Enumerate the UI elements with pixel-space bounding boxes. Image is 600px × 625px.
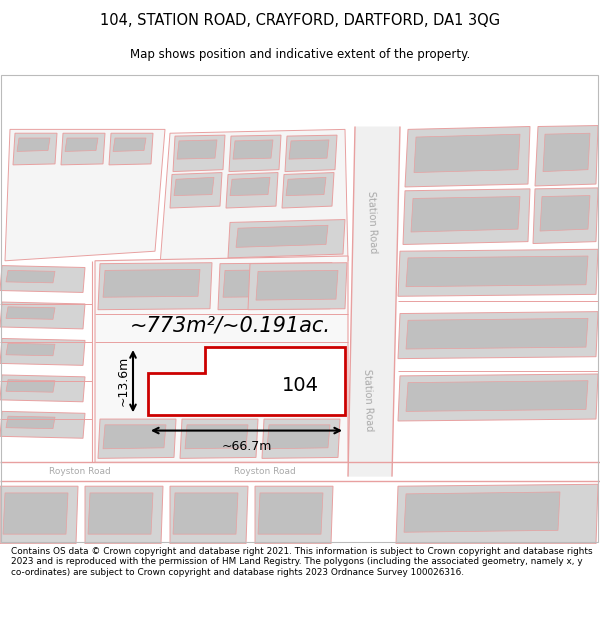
Polygon shape: [17, 138, 50, 151]
Polygon shape: [0, 486, 78, 544]
Polygon shape: [404, 492, 560, 532]
Polygon shape: [0, 302, 85, 329]
Polygon shape: [6, 380, 55, 392]
Text: 104: 104: [281, 376, 319, 395]
Polygon shape: [398, 249, 598, 296]
Polygon shape: [282, 173, 334, 208]
Text: ~66.7m: ~66.7m: [221, 440, 272, 453]
Polygon shape: [256, 271, 338, 300]
Polygon shape: [540, 196, 590, 231]
Polygon shape: [405, 126, 530, 187]
Polygon shape: [173, 135, 225, 172]
Polygon shape: [0, 339, 85, 366]
Polygon shape: [255, 486, 333, 544]
Polygon shape: [98, 262, 212, 310]
Polygon shape: [148, 347, 345, 415]
Polygon shape: [228, 219, 345, 258]
Text: ~773m²/~0.191ac.: ~773m²/~0.191ac.: [130, 315, 331, 335]
Text: Royston Road: Royston Road: [49, 468, 111, 476]
Polygon shape: [348, 126, 400, 477]
Polygon shape: [406, 256, 588, 287]
Polygon shape: [177, 140, 217, 159]
Polygon shape: [185, 425, 248, 449]
Polygon shape: [61, 133, 105, 165]
Polygon shape: [267, 425, 330, 449]
Polygon shape: [406, 381, 588, 411]
Polygon shape: [173, 493, 238, 534]
Polygon shape: [285, 135, 337, 172]
Text: Contains OS data © Crown copyright and database right 2021. This information is : Contains OS data © Crown copyright and d…: [11, 547, 592, 577]
Polygon shape: [396, 484, 598, 544]
Polygon shape: [398, 312, 598, 359]
Polygon shape: [218, 262, 332, 310]
Text: Royston Road: Royston Road: [234, 468, 296, 476]
Polygon shape: [109, 133, 153, 165]
Polygon shape: [233, 140, 273, 159]
Polygon shape: [223, 269, 320, 298]
Polygon shape: [95, 256, 348, 462]
Polygon shape: [258, 493, 323, 534]
Polygon shape: [98, 419, 176, 458]
Polygon shape: [174, 177, 214, 196]
Polygon shape: [103, 425, 166, 449]
Polygon shape: [3, 493, 68, 534]
Text: ~13.6m: ~13.6m: [117, 356, 130, 406]
Polygon shape: [160, 129, 348, 266]
Polygon shape: [6, 271, 55, 283]
Polygon shape: [13, 133, 57, 165]
Polygon shape: [230, 177, 270, 196]
Polygon shape: [85, 486, 163, 544]
Text: Station Road: Station Road: [366, 191, 378, 254]
Polygon shape: [248, 262, 347, 310]
Text: Station Road: Station Road: [362, 369, 374, 431]
Polygon shape: [6, 416, 55, 429]
Polygon shape: [406, 318, 588, 349]
Polygon shape: [0, 266, 85, 292]
Text: 104, STATION ROAD, CRAYFORD, DARTFORD, DA1 3QG: 104, STATION ROAD, CRAYFORD, DARTFORD, D…: [100, 13, 500, 28]
Polygon shape: [398, 374, 598, 421]
Polygon shape: [411, 196, 520, 232]
Polygon shape: [0, 411, 85, 438]
Polygon shape: [414, 134, 520, 172]
Polygon shape: [226, 173, 278, 208]
Polygon shape: [262, 419, 340, 458]
Polygon shape: [88, 493, 153, 534]
Polygon shape: [180, 419, 258, 458]
Polygon shape: [533, 188, 598, 244]
Text: Map shows position and indicative extent of the property.: Map shows position and indicative extent…: [130, 48, 470, 61]
Polygon shape: [403, 189, 530, 244]
Polygon shape: [170, 486, 248, 544]
Polygon shape: [286, 177, 326, 196]
Polygon shape: [6, 343, 55, 356]
Polygon shape: [535, 126, 598, 186]
Polygon shape: [113, 138, 146, 151]
Polygon shape: [6, 307, 55, 319]
Polygon shape: [0, 375, 85, 402]
Polygon shape: [236, 225, 328, 248]
Polygon shape: [103, 269, 200, 298]
Polygon shape: [65, 138, 98, 151]
Polygon shape: [170, 173, 222, 208]
Polygon shape: [543, 133, 590, 172]
Polygon shape: [5, 129, 165, 261]
Polygon shape: [289, 140, 329, 159]
Polygon shape: [229, 135, 281, 172]
